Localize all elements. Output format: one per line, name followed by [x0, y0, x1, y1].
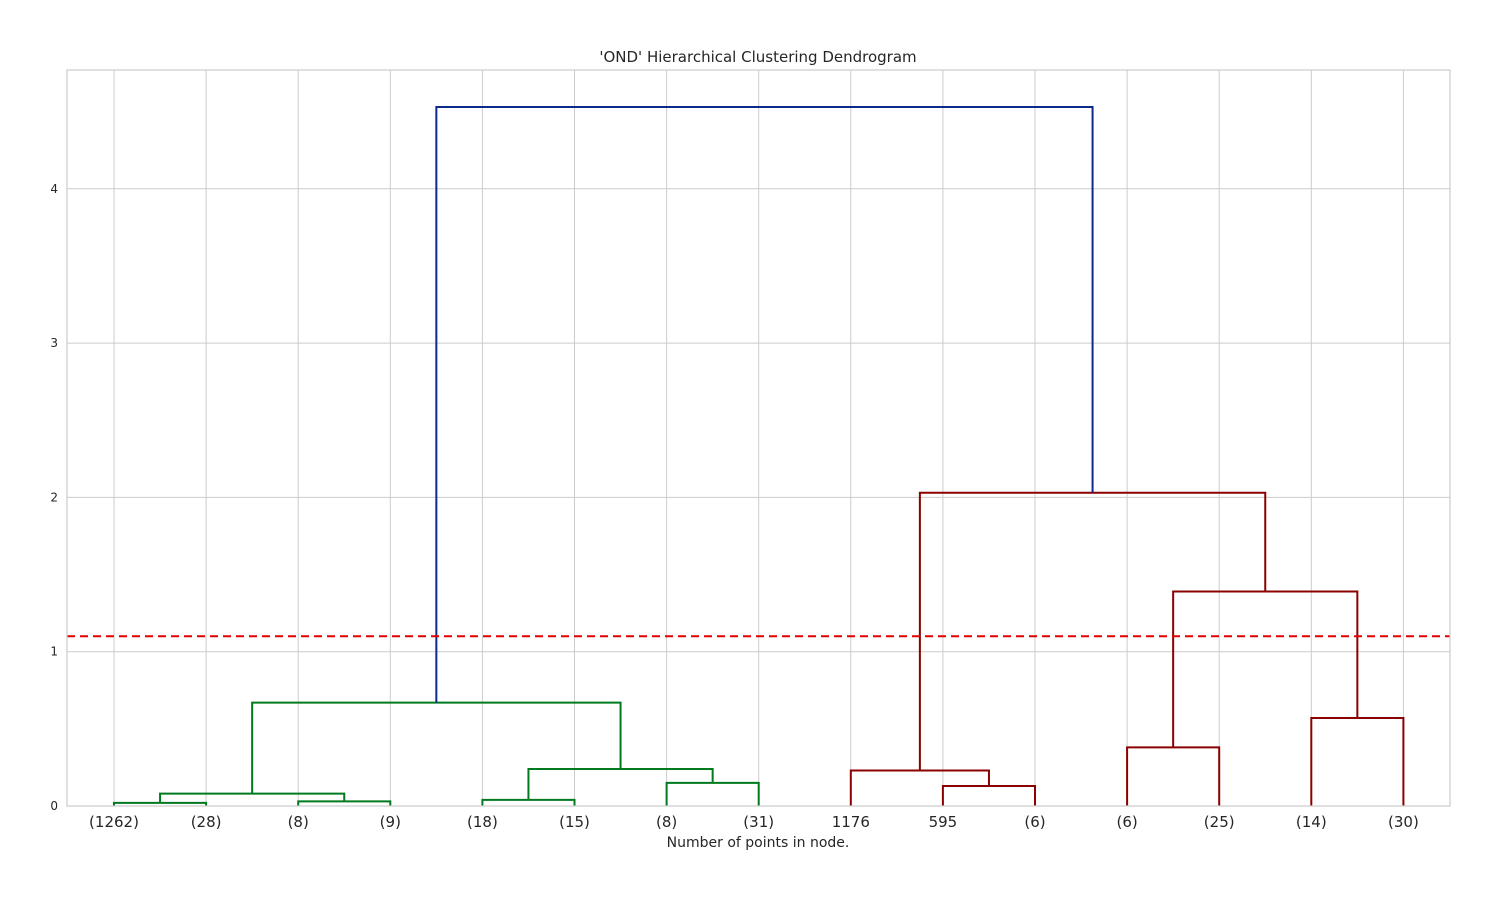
- leaf-label: (8): [656, 813, 677, 831]
- leaf-label: (30): [1388, 813, 1419, 831]
- dendrogram-link-green: [297, 800, 392, 806]
- dendrogram-link-green: [665, 781, 760, 806]
- y-tick-label: 1: [50, 645, 58, 659]
- leaf-label: (28): [191, 813, 222, 831]
- leaf-label: (18): [467, 813, 498, 831]
- leaf-label: (1262): [89, 813, 139, 831]
- dendrogram-link-green: [481, 798, 576, 806]
- chart-title: 'OND' Hierarchical Clustering Dendrogram: [599, 48, 916, 66]
- y-tick-label: 2: [50, 490, 58, 504]
- leaf-label: (6): [1024, 813, 1045, 831]
- leaf-label: (14): [1296, 813, 1327, 831]
- dendrogram-link-red: [1126, 746, 1221, 806]
- grid: [67, 70, 1450, 807]
- dendrogram-link-red: [849, 769, 990, 806]
- x-axis-label: Number of points in node.: [667, 835, 850, 851]
- dendrogram-link-blue: [435, 106, 1094, 703]
- plot-frame: [66, 69, 1451, 807]
- y-tick-label: 3: [50, 336, 58, 350]
- dendrogram-link-red: [1310, 717, 1405, 806]
- leaf-label: (8): [288, 813, 309, 831]
- leaf-label: (15): [559, 813, 590, 831]
- x-axis-ticks: (1262) (28) (8) (9) (18) (15) (8) (31) 1176 595 (6…: [89, 813, 1419, 831]
- dendrogram-link-red: [918, 491, 1267, 771]
- dendrogram-link-red: [941, 784, 1036, 806]
- y-axis-ticks: 0 1 2 3 4: [50, 182, 58, 813]
- leaf-label: (9): [380, 813, 401, 831]
- leaf-label: (31): [743, 813, 774, 831]
- dendrogram-link-red: [1172, 590, 1359, 748]
- leaf-label: (25): [1204, 813, 1235, 831]
- dendrogram-links: [113, 106, 1405, 806]
- dendrogram-link-green: [251, 701, 622, 794]
- leaf-label: (6): [1116, 813, 1137, 831]
- dendrogram-link-green: [527, 767, 714, 800]
- y-tick-label: 0: [50, 799, 58, 813]
- y-tick-label: 4: [50, 182, 58, 196]
- leaf-label: 1176: [832, 813, 870, 831]
- leaf-label: 595: [929, 813, 958, 831]
